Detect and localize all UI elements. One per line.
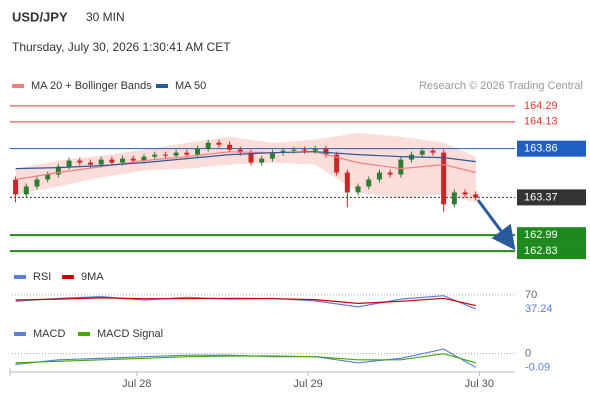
candle-body [216,142,222,145]
candle-body [387,172,393,175]
series-line [15,353,476,364]
series-line [15,151,476,181]
bollinger-band [15,132,476,203]
candle-body [398,159,404,175]
legend-label: 9MA [81,271,104,283]
candle-body [87,162,93,165]
candle-body [130,158,136,161]
candle-body [462,192,468,195]
level-label: 163.86 [524,143,558,155]
candle-body [451,192,457,205]
legend-swatch [14,275,26,279]
candle-body [441,152,447,205]
last-value-label: -0.09 [525,361,550,373]
candle-body [227,144,233,150]
x-tick-label: Jul 30 [465,378,494,390]
legend-swatch [78,332,90,336]
symbol: USD/JPY [12,9,68,24]
legend-label: MACD [33,328,65,340]
candle-body [237,149,243,153]
legend-swatch [14,332,26,336]
candle-body [98,159,104,165]
candle-body [280,150,286,153]
candle-body [13,179,19,195]
candle-body [366,179,372,187]
candle-body [195,148,201,155]
candle-body [45,174,51,180]
candle-body [259,158,265,163]
legend-swatch [62,275,74,279]
candle-body [109,159,115,163]
series-line [15,297,476,307]
legend-swatch [156,84,168,88]
level-label-box [517,227,586,244]
level-label-box [517,189,586,206]
candle-body [248,152,254,163]
series-line [15,151,476,170]
y-tick-label: 70 [525,289,537,301]
level-label-box [517,243,586,260]
legend-label: MA 50 [175,80,206,92]
candle-body [23,186,29,195]
candle-body [344,172,350,193]
x-tick-label: Jul 28 [122,378,151,390]
candle-body [473,194,479,198]
candle-body [355,186,361,193]
candle-body [184,152,190,155]
x-tick-label: Jul 29 [293,378,322,390]
level-label: 164.29 [524,100,558,112]
candle-body [419,150,425,155]
candle-body [430,150,436,153]
candle-body [77,160,83,163]
level-label: 162.99 [524,229,558,241]
candle-body [302,149,308,151]
legend-swatch [12,84,24,88]
candle-body [334,154,340,173]
datetime: Thursday, July 30, 2026 1:30:41 AM CET [12,40,231,54]
candle-body [323,148,329,155]
candle-body [269,152,275,159]
candle-body [55,166,61,175]
timeframe: 30 MIN [86,10,125,24]
level-label: 162.83 [524,245,558,257]
level-label: 164.13 [524,116,558,128]
candle-body [152,154,158,157]
candle-body [312,148,318,151]
source: Research © 2026 Trading Central [419,80,583,92]
forecast-arrow [476,199,516,251]
legend-label: MACD Signal [97,328,163,340]
candle-body [205,142,211,149]
candle-body [66,160,72,167]
legend-label: MA 20 + Bollinger Bands [31,80,152,92]
level-label: 163.37 [524,191,558,203]
candle-body [141,156,147,161]
candle-body [291,149,297,151]
candle-body [120,158,126,163]
candle-body [162,154,168,156]
last-value-label: 37.24 [525,303,553,315]
y-tick-label: 0 [525,348,531,360]
candle-body [376,172,382,180]
legend-label: RSI [33,271,51,283]
level-label-box [517,140,586,157]
candle-body [34,179,40,187]
candle-body [173,152,179,156]
